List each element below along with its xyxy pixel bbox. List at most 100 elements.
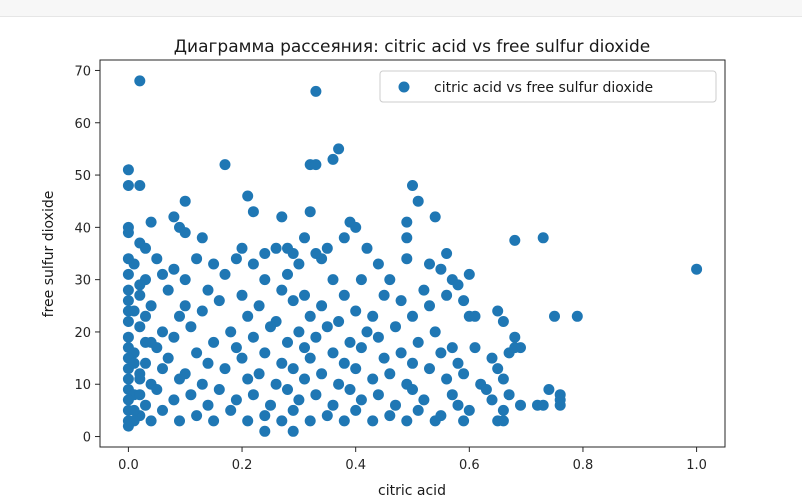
data-point — [299, 342, 310, 354]
data-point — [480, 384, 492, 395]
data-point — [486, 394, 498, 406]
data-point — [145, 216, 157, 228]
data-point — [333, 378, 345, 390]
data-point — [276, 415, 288, 427]
data-point — [134, 373, 146, 385]
data-point — [355, 342, 367, 354]
data-point — [151, 384, 163, 395]
data-point — [338, 232, 350, 244]
data-point — [463, 268, 475, 280]
data-point — [554, 399, 566, 411]
data-point — [441, 373, 453, 385]
data-point — [361, 242, 373, 254]
data-point — [247, 258, 259, 270]
data-point — [497, 316, 509, 327]
data-point — [134, 279, 146, 291]
data-point — [247, 206, 259, 218]
data-points — [122, 75, 703, 437]
data-point — [191, 253, 203, 265]
data-point — [219, 363, 231, 375]
data-point — [208, 258, 220, 270]
data-point — [122, 164, 134, 176]
data-point — [140, 310, 151, 322]
x-tick-label: 1.0 — [686, 458, 707, 473]
data-point — [162, 284, 174, 296]
data-point — [202, 284, 214, 296]
y-tick-label: 40 — [74, 221, 91, 236]
data-point — [321, 410, 333, 422]
data-point — [168, 394, 180, 406]
chart-title: Диаграмма рассеяния: citric acid vs free… — [174, 37, 651, 57]
data-point — [452, 279, 464, 291]
x-tick-label: 0.6 — [459, 458, 480, 473]
data-point — [327, 347, 339, 359]
data-point — [401, 253, 413, 265]
y-tick-label: 0 — [83, 431, 91, 446]
data-point — [145, 415, 157, 427]
data-point — [134, 289, 146, 301]
data-point — [162, 352, 174, 364]
data-point — [219, 268, 231, 280]
data-point — [424, 258, 435, 270]
data-point — [174, 310, 185, 322]
data-point — [509, 342, 521, 354]
data-point — [304, 206, 316, 218]
data-point — [134, 389, 146, 401]
data-point — [122, 331, 134, 343]
data-point — [168, 263, 180, 275]
data-point — [543, 384, 555, 395]
legend-box — [379, 70, 717, 103]
data-point — [270, 378, 282, 390]
data-point — [401, 216, 413, 228]
data-point — [259, 347, 271, 359]
data-point — [401, 232, 413, 244]
data-point — [469, 342, 481, 354]
data-point — [310, 85, 322, 97]
data-point — [236, 289, 248, 301]
data-point — [304, 415, 316, 427]
data-point — [236, 242, 248, 254]
data-point — [265, 399, 276, 411]
data-point — [259, 274, 271, 286]
data-point — [509, 331, 521, 343]
data-point — [247, 389, 259, 401]
plot-area — [99, 59, 726, 448]
data-point — [338, 415, 350, 427]
data-point — [145, 300, 157, 312]
data-point — [122, 295, 134, 307]
data-point — [350, 305, 362, 317]
data-point — [333, 316, 345, 327]
data-point — [401, 415, 413, 427]
data-point — [407, 310, 418, 322]
data-point — [327, 274, 339, 286]
data-point — [230, 394, 242, 406]
data-point — [122, 316, 134, 327]
data-point — [310, 159, 322, 171]
data-point — [344, 336, 356, 348]
data-point — [236, 352, 248, 364]
data-point — [446, 342, 458, 354]
data-point — [458, 368, 470, 380]
y-axis-label: free sulfur dioxide — [41, 191, 57, 318]
y-tick-label: 50 — [74, 169, 91, 184]
data-point — [367, 310, 379, 322]
data-point — [452, 399, 464, 411]
data-point — [122, 373, 134, 385]
data-point — [446, 389, 458, 401]
data-point — [367, 415, 379, 427]
data-point — [571, 310, 583, 322]
data-point — [344, 384, 356, 395]
data-point — [316, 300, 328, 312]
x-tick-label: 0.8 — [573, 458, 594, 473]
data-point — [140, 357, 151, 369]
y-tick-label: 70 — [74, 64, 91, 79]
data-point — [509, 234, 521, 246]
data-point — [299, 373, 310, 385]
data-point — [691, 263, 703, 275]
data-point — [390, 321, 401, 333]
data-point — [282, 384, 293, 395]
data-point — [122, 180, 134, 191]
y-tick-label: 20 — [74, 326, 91, 341]
data-point — [458, 295, 470, 307]
data-point — [276, 284, 288, 296]
